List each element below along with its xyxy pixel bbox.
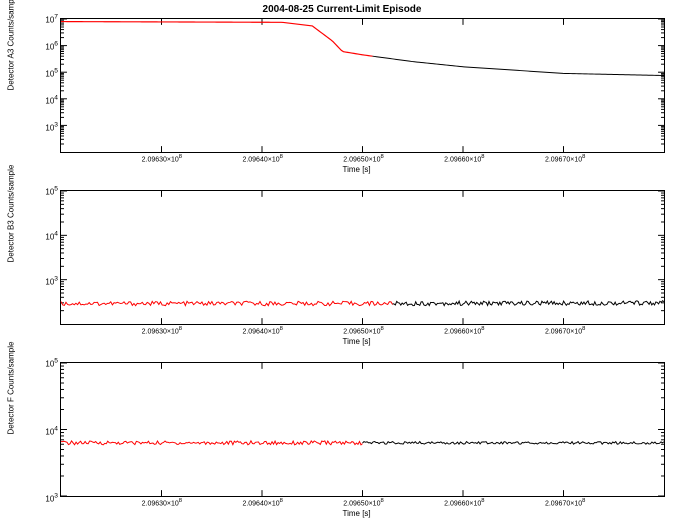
ytick: 105 [45, 186, 61, 197]
series-a-red [61, 22, 373, 57]
ytick: 104 [45, 95, 61, 106]
xtick: 2.09650×108 [343, 324, 383, 335]
ylabel-detB: Detector B3 Counts/sample [7, 248, 16, 262]
panel-detF: 2.09630×1082.09640×1082.09650×1082.09660… [60, 362, 665, 497]
ylabel-detA: Detector A3 Counts/sample [7, 76, 16, 90]
xtick: 2.09660×108 [444, 496, 484, 507]
series-f-black [363, 442, 665, 445]
ytick: 104 [45, 425, 61, 436]
xtick: 2.09630×108 [142, 152, 182, 163]
xtick: 2.09630×108 [142, 324, 182, 335]
xtick: 2.09650×108 [343, 152, 383, 163]
xlabel-detB: Time [s] [343, 337, 371, 346]
series-b-black [393, 301, 664, 306]
xtick: 2.09630×108 [142, 496, 182, 507]
ytick: 105 [45, 68, 61, 79]
ytick: 103 [45, 493, 61, 504]
ytick: 104 [45, 231, 61, 242]
xtick: 2.09660×108 [444, 152, 484, 163]
xtick: 2.09640×108 [242, 496, 282, 507]
ytick: 105 [45, 358, 61, 369]
xtick: 2.09670×108 [545, 324, 585, 335]
ytick: 103 [45, 122, 61, 133]
xtick: 2.09650×108 [343, 496, 383, 507]
ytick: 106 [45, 41, 61, 52]
ytick: 103 [45, 276, 61, 287]
xtick: 2.09670×108 [545, 496, 585, 507]
panel-detA: 2.09630×1082.09640×1082.09650×1082.09660… [60, 18, 665, 153]
chart-title: 2004-08-25 Current-Limit Episode [0, 4, 684, 15]
ytick: 107 [45, 14, 61, 25]
series-a-black [373, 56, 664, 75]
xlabel-detA: Time [s] [343, 165, 371, 174]
xlabel-detF: Time [s] [343, 509, 371, 518]
series-f-red [61, 441, 363, 445]
series-b-red [61, 301, 393, 305]
xtick: 2.09640×108 [242, 152, 282, 163]
xtick: 2.09660×108 [444, 324, 484, 335]
ylabel-detF: Detector F Counts/sample [7, 420, 16, 434]
xtick: 2.09670×108 [545, 152, 585, 163]
xtick: 2.09640×108 [242, 324, 282, 335]
panel-detB: 2.09630×1082.09640×1082.09650×1082.09660… [60, 190, 665, 325]
